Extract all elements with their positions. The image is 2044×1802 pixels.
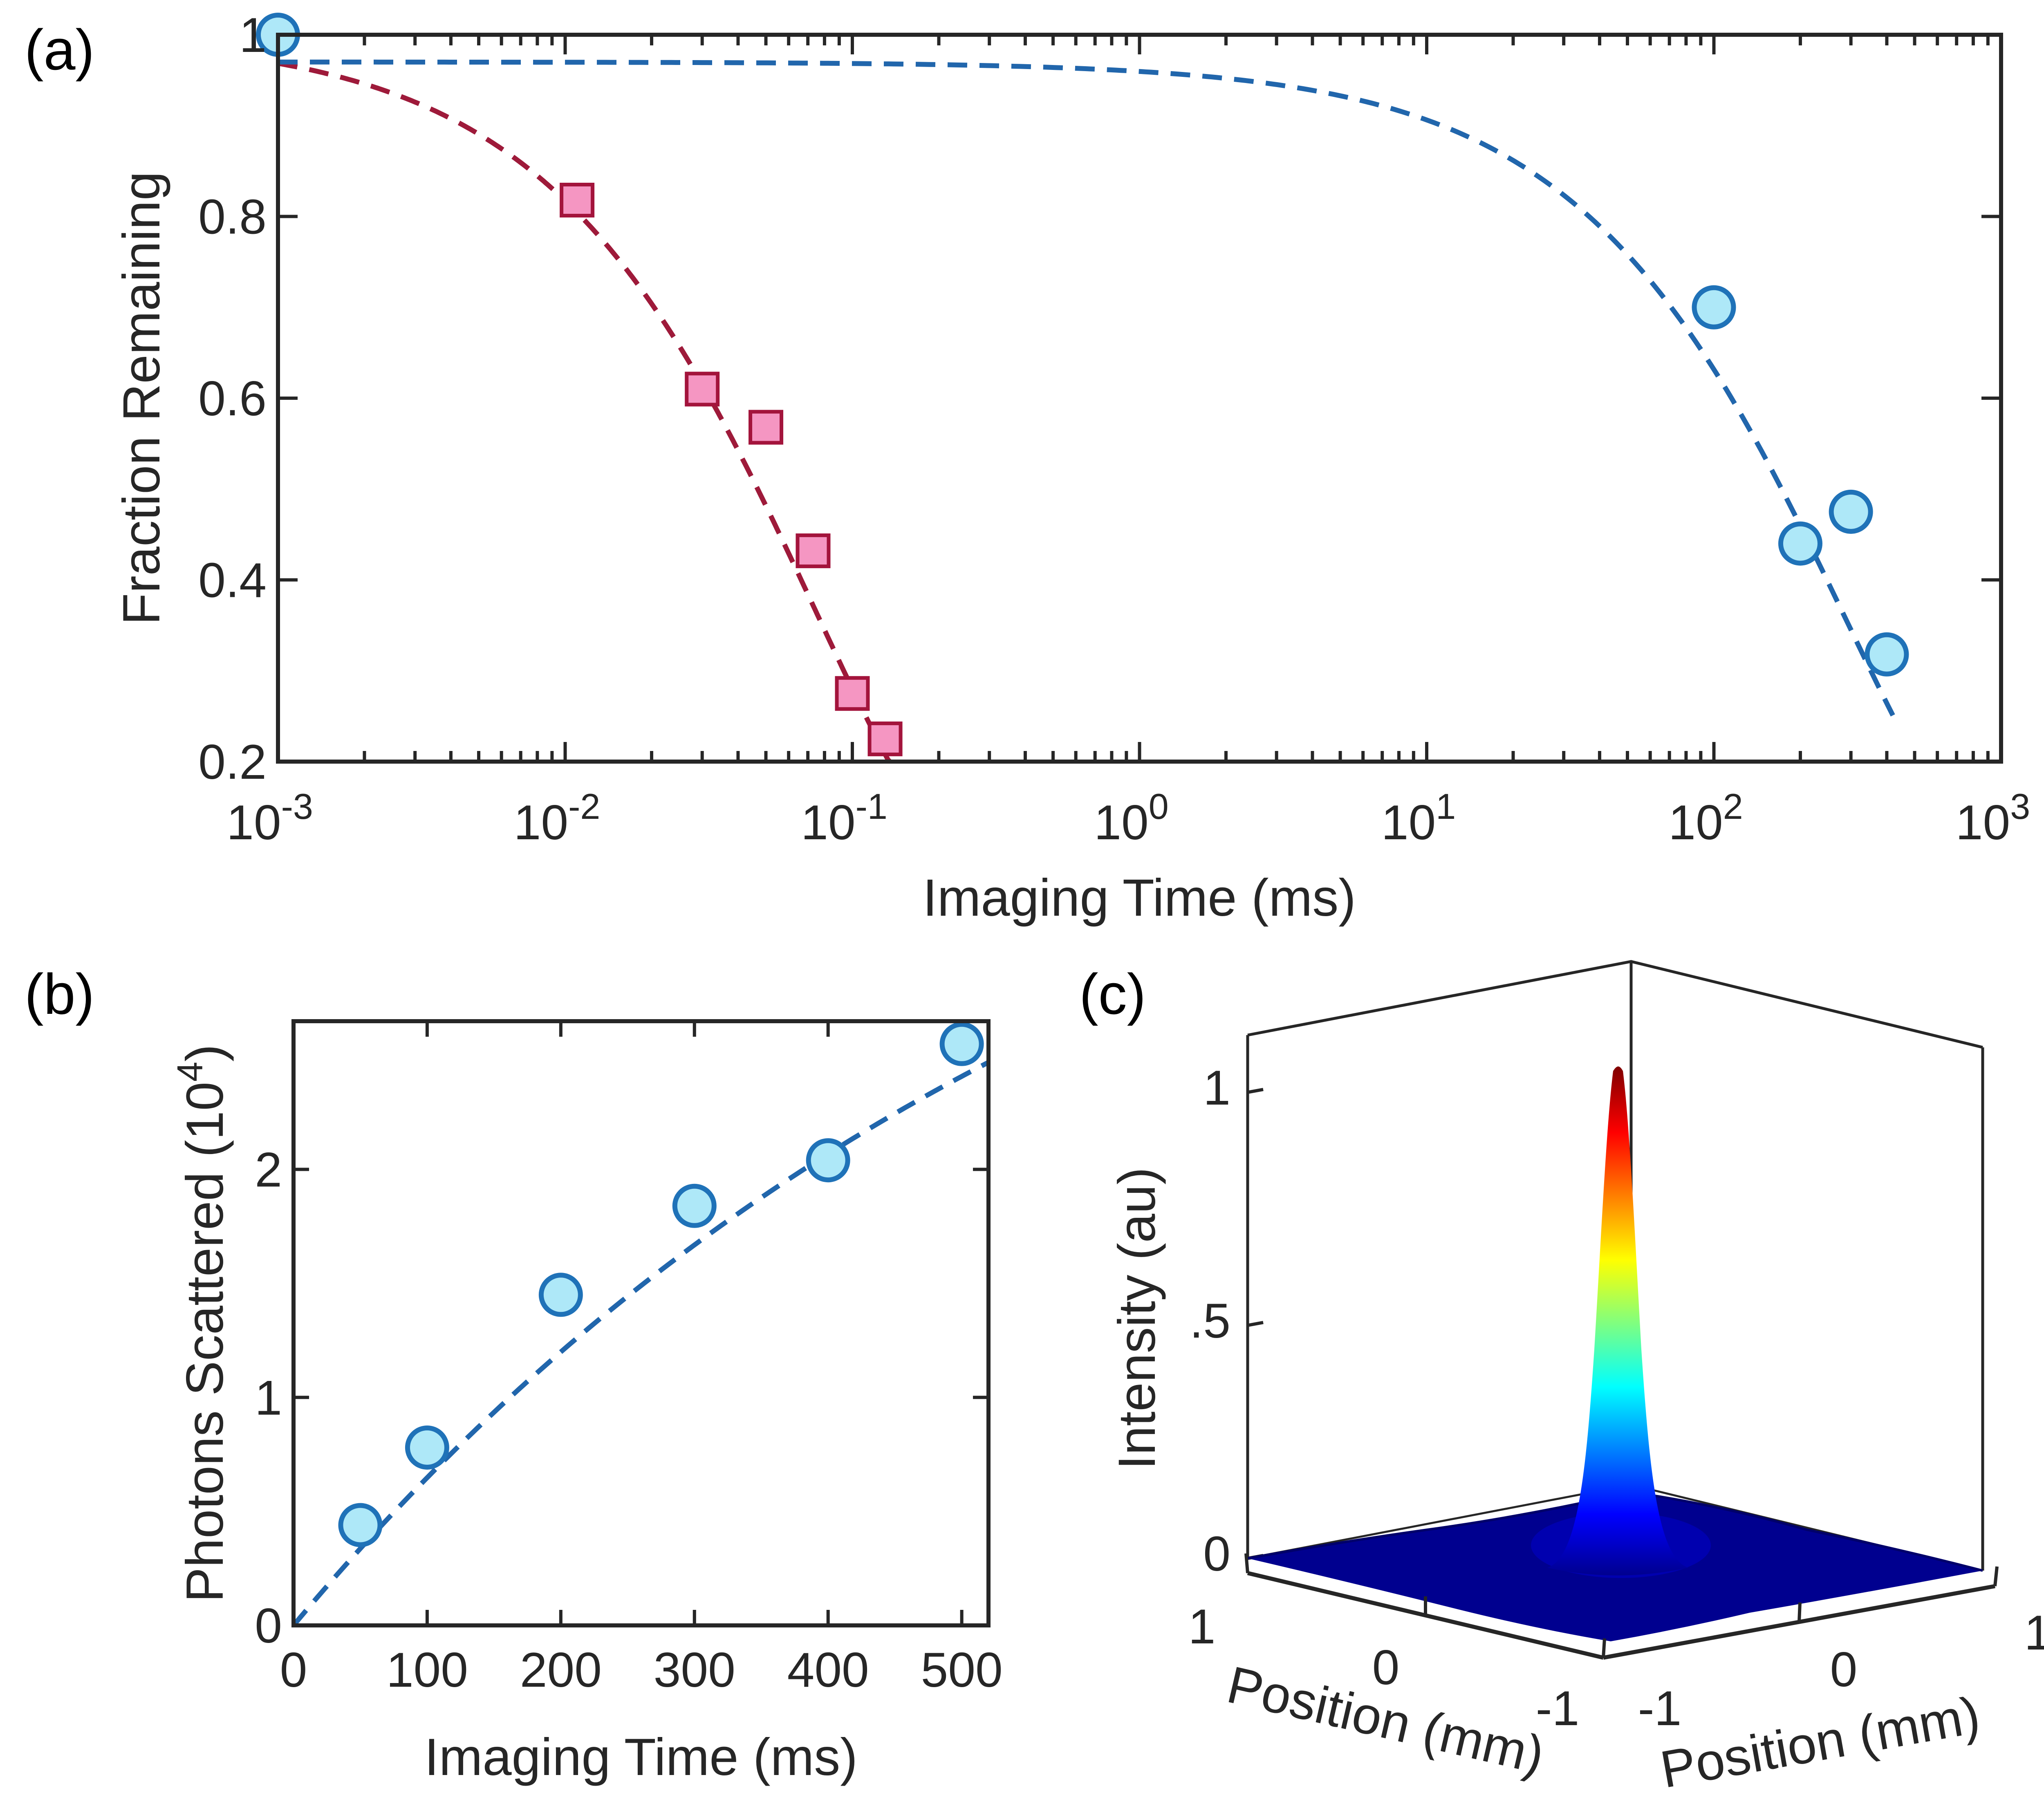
a-x-tick-label-exp-5: 2 xyxy=(1723,786,1743,827)
y-tick-label-neg1: -1 xyxy=(1638,1681,1682,1736)
b-blue-circle-point-4 xyxy=(806,1138,850,1183)
b-blue-circle-point-1 xyxy=(405,1425,449,1470)
b-blue-circle-point-3 xyxy=(672,1183,717,1228)
a-x-tick-label-0: 10-3 xyxy=(226,786,313,850)
a-blue-circle-point-4 xyxy=(1865,632,1909,677)
a-red-square-point-4 xyxy=(835,676,870,711)
b-y-tick-label-0: 0 xyxy=(255,1598,282,1653)
b-blue-circle-point-5 xyxy=(939,1022,984,1066)
z-tick-label-0.5: .5 xyxy=(1190,1293,1230,1348)
b-x-tick-label-1: 100 xyxy=(386,1643,468,1697)
b-fit-line-0 xyxy=(291,1060,990,1627)
b-x-tick-label-4: 400 xyxy=(787,1643,869,1697)
z-tick-mark-1 xyxy=(1247,1088,1264,1094)
y-tick-mark-1 xyxy=(1993,1566,1999,1587)
a-x-tick-label-5: 102 xyxy=(1668,786,1743,850)
a-fit-line-blue xyxy=(278,59,1895,717)
a-y-tick-label-4: 1 xyxy=(239,8,267,63)
panel-b-x-axis-label: Imaging Time (ms) xyxy=(424,1728,858,1786)
x-tick-label-0: 0 xyxy=(1372,1640,1400,1695)
panel-c-surface-plot: (c) 0 .5 1 1 xyxy=(1079,960,2044,1799)
panel-b-label: (b) xyxy=(25,962,94,1026)
a-red-square-point-0 xyxy=(560,182,595,217)
b-x-tick-label-5: 500 xyxy=(921,1643,1003,1697)
a-x-tick-label-base-3: 10 xyxy=(1094,795,1148,850)
b-blue-circle-point-0 xyxy=(338,1503,383,1547)
z-tick-label-1: 1 xyxy=(1203,1060,1230,1115)
a-x-tick-label-3: 100 xyxy=(1094,786,1168,850)
a-blue-circle-point-2 xyxy=(1778,521,1822,566)
panel-a-x-axis-label: Imaging Time (ms) xyxy=(923,869,1356,927)
x-tick-mark-1 xyxy=(1244,1553,1249,1573)
b-x-tick-label-2: 200 xyxy=(520,1643,602,1697)
a-x-tick-label-base-1: 10 xyxy=(514,795,568,850)
a-x-tick-label-6: 103 xyxy=(1956,786,2030,850)
y-tick-mark-0 xyxy=(1797,1602,1802,1623)
a-x-tick-label-1: 10-2 xyxy=(514,786,601,850)
box-floor-left-edge xyxy=(1247,1484,1632,1560)
z-tick-label-0: 0 xyxy=(1203,1526,1230,1581)
b-y-tick-label-1: 1 xyxy=(255,1370,282,1425)
y-tick-label-1: 1 xyxy=(2024,1605,2044,1660)
panel-b-axes-frame xyxy=(291,1019,991,1627)
panel-b-y-axis-label-close: ) xyxy=(176,1044,234,1062)
a-x-tick-label-base-4: 10 xyxy=(1381,795,1436,850)
panel-a-label: (a) xyxy=(25,18,94,82)
y-axis-label: Position (mm) xyxy=(1656,1685,1984,1799)
a-x-tick-label-exp-2: -1 xyxy=(856,786,888,827)
a-red-square-point-1 xyxy=(685,372,720,407)
a-x-tick-label-base-6: 10 xyxy=(1956,795,2010,850)
panel-b-y-axis-label: Photons Scattered (104) xyxy=(170,1044,234,1602)
a-red-square-point-3 xyxy=(796,533,831,568)
a-fit-line-red xyxy=(277,61,892,764)
surface-peak xyxy=(1547,1066,1688,1576)
b-x-tick-label-0: 0 xyxy=(280,1643,307,1697)
a-red-square-point-5 xyxy=(867,721,903,756)
b-blue-circle-point-2 xyxy=(538,1273,583,1317)
y-tick-label-0: 0 xyxy=(1830,1642,1858,1697)
x-tick-mark-neg1 xyxy=(1602,1638,1606,1658)
a-blue-circle-point-3 xyxy=(1829,489,1873,534)
b-y-tick-label-2: 2 xyxy=(255,1143,282,1197)
a-x-tick-label-base-0: 10 xyxy=(226,795,281,850)
a-x-tick-label-base-2: 10 xyxy=(801,795,855,850)
a-y-tick-label-1: 0.4 xyxy=(198,553,267,608)
b-x-tick-label-3: 300 xyxy=(654,1643,735,1697)
a-red-square-point-2 xyxy=(749,410,784,445)
panel-b-chart: (b) 0 100 200 300 400 500 0 1 2 Imaging Time (m… xyxy=(25,962,1003,1786)
a-blue-circle-point-1 xyxy=(1692,285,1736,329)
a-x-tick-label-exp-1: -2 xyxy=(568,786,600,827)
panel-c-label: (c) xyxy=(1079,962,1146,1026)
a-x-tick-label-4: 101 xyxy=(1381,786,1456,850)
a-x-tick-label-exp-3: 0 xyxy=(1149,786,1169,827)
a-x-tick-label-exp-6: 3 xyxy=(2010,786,2030,827)
panel-b-y-axis-label-main: Photons Scattered (10 xyxy=(176,1082,234,1603)
z-axis-label: Intensity (au) xyxy=(1108,1167,1166,1470)
panel-a-axes-frame xyxy=(276,33,2003,764)
panel-a-chart: (a) 10-3 10-2 10-1 100 101 102 103 0.20.40.60.… xyxy=(25,8,2030,927)
a-x-tick-label-2: 10-1 xyxy=(801,786,888,850)
x-tick-label-neg1: -1 xyxy=(1536,1681,1580,1736)
box-top-back-edges xyxy=(1247,960,1983,1049)
z-tick-mark-0.5 xyxy=(1247,1321,1264,1327)
a-y-tick-label-2: 0.6 xyxy=(198,371,267,426)
a-x-tick-label-exp-4: 1 xyxy=(1436,786,1456,827)
a-y-tick-label-3: 0.8 xyxy=(198,190,267,244)
panel-a-y-axis-label: Fraction Remaining xyxy=(112,171,171,625)
a-x-tick-label-base-5: 10 xyxy=(1668,795,1723,850)
x-tick-label-1: 1 xyxy=(1188,1599,1216,1654)
a-x-tick-label-exp-0: -3 xyxy=(281,786,313,827)
a-y-tick-label-0: 0.2 xyxy=(198,735,267,789)
panel-b-y-axis-label-exponent: 4 xyxy=(170,1062,210,1082)
